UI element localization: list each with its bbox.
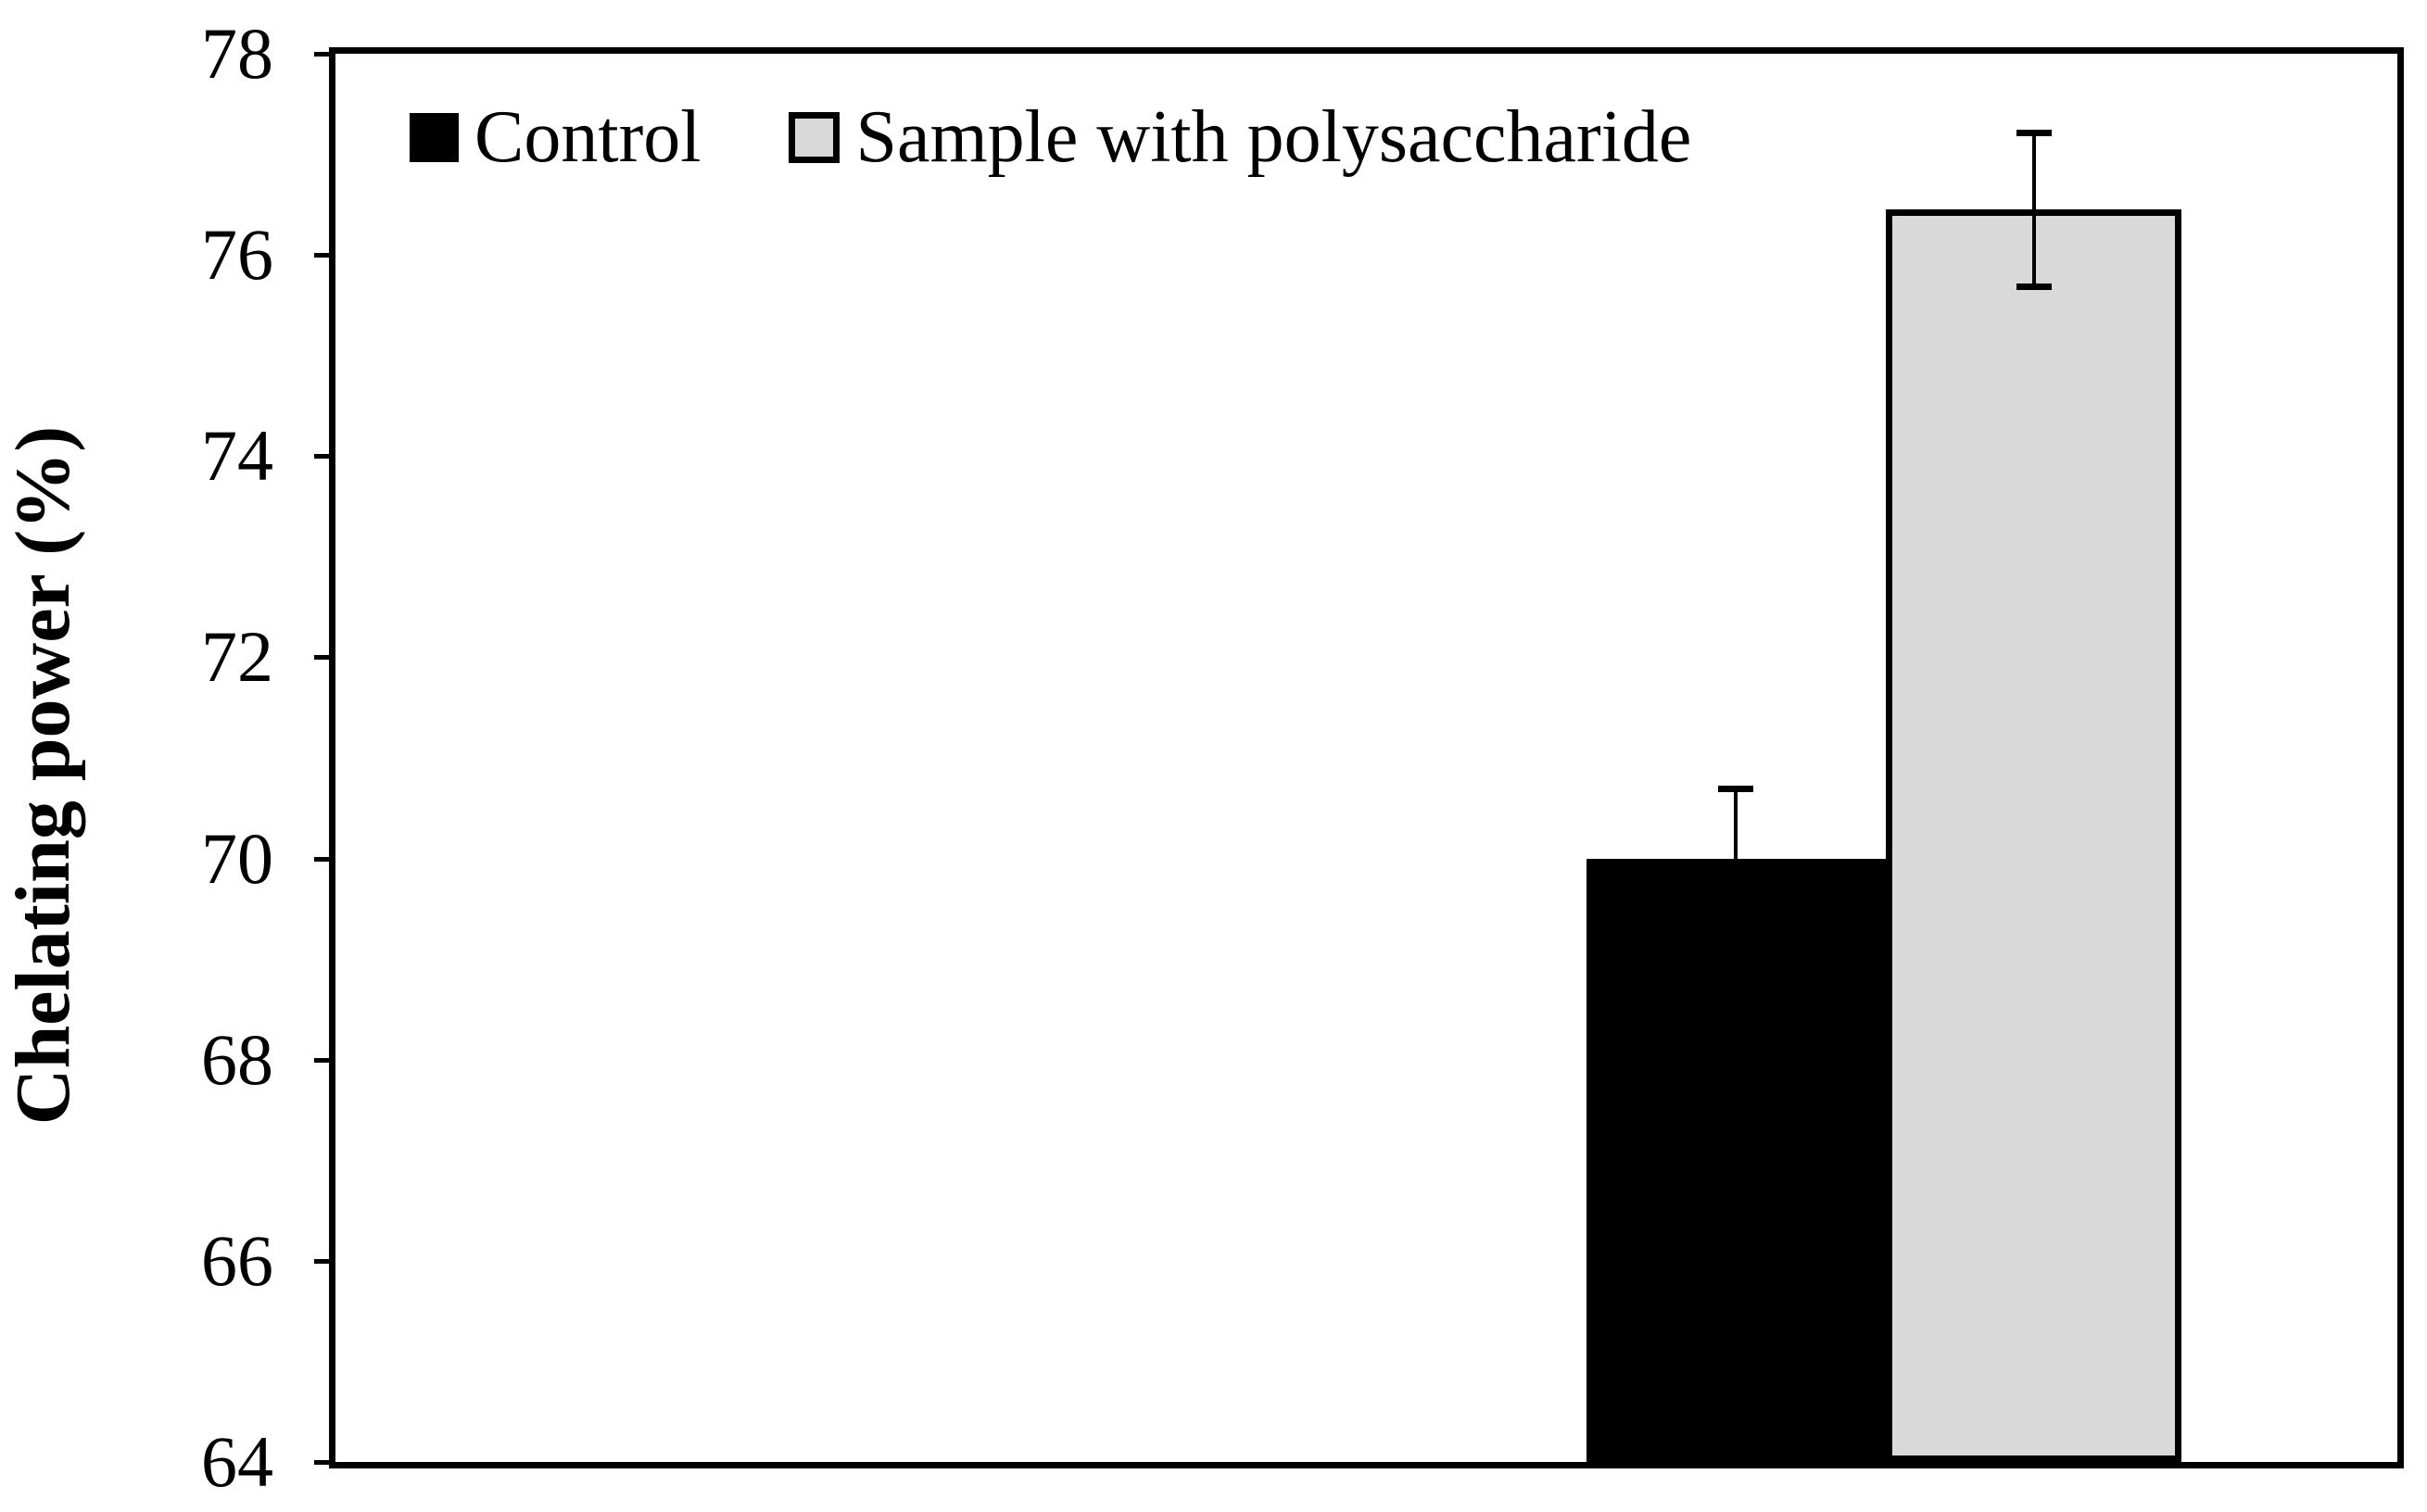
error-bar-cap [1718, 785, 1753, 792]
legend-item-sample: Sample with polysaccharide [789, 100, 1691, 174]
y-tick-mark [314, 52, 335, 57]
y-tick-mark [314, 454, 335, 460]
y-tick-label: 66 [201, 1219, 273, 1301]
y-tick-mark [314, 856, 335, 862]
y-tick-label: 76 [201, 214, 273, 296]
error-bar-cap [2016, 283, 2052, 290]
y-tick-label: 70 [201, 817, 273, 899]
legend-swatch-sample-icon [789, 111, 841, 163]
legend-swatch-control-icon [410, 112, 459, 162]
y-tick-mark [314, 655, 335, 661]
y-tick-label: 74 [201, 415, 273, 497]
y-tick-mark [314, 1460, 335, 1465]
y-tick-mark [314, 253, 335, 258]
y-tick-mark [314, 1258, 335, 1264]
y-tick-label: 72 [201, 616, 273, 698]
bar-control [1586, 858, 1886, 1462]
y-tick-label: 68 [201, 1018, 273, 1100]
y-tick-label: 64 [201, 1421, 273, 1502]
error-bar-line [2032, 132, 2036, 287]
legend: Control Sample with polysaccharide [410, 100, 1691, 174]
y-tick-mark [314, 1057, 335, 1063]
error-bar-line [1734, 788, 1738, 929]
legend-item-control: Control [410, 100, 701, 174]
legend-label-sample: Sample with polysaccharide [855, 96, 1692, 178]
error-bar-cap [2016, 129, 2052, 136]
legend-label-control: Control [474, 96, 702, 178]
bar-sample [1886, 209, 2181, 1462]
y-tick-label: 78 [201, 13, 273, 94]
error-bar-cap [1718, 925, 1753, 932]
plot-area: Control Sample with polysaccharide [329, 47, 2404, 1468]
